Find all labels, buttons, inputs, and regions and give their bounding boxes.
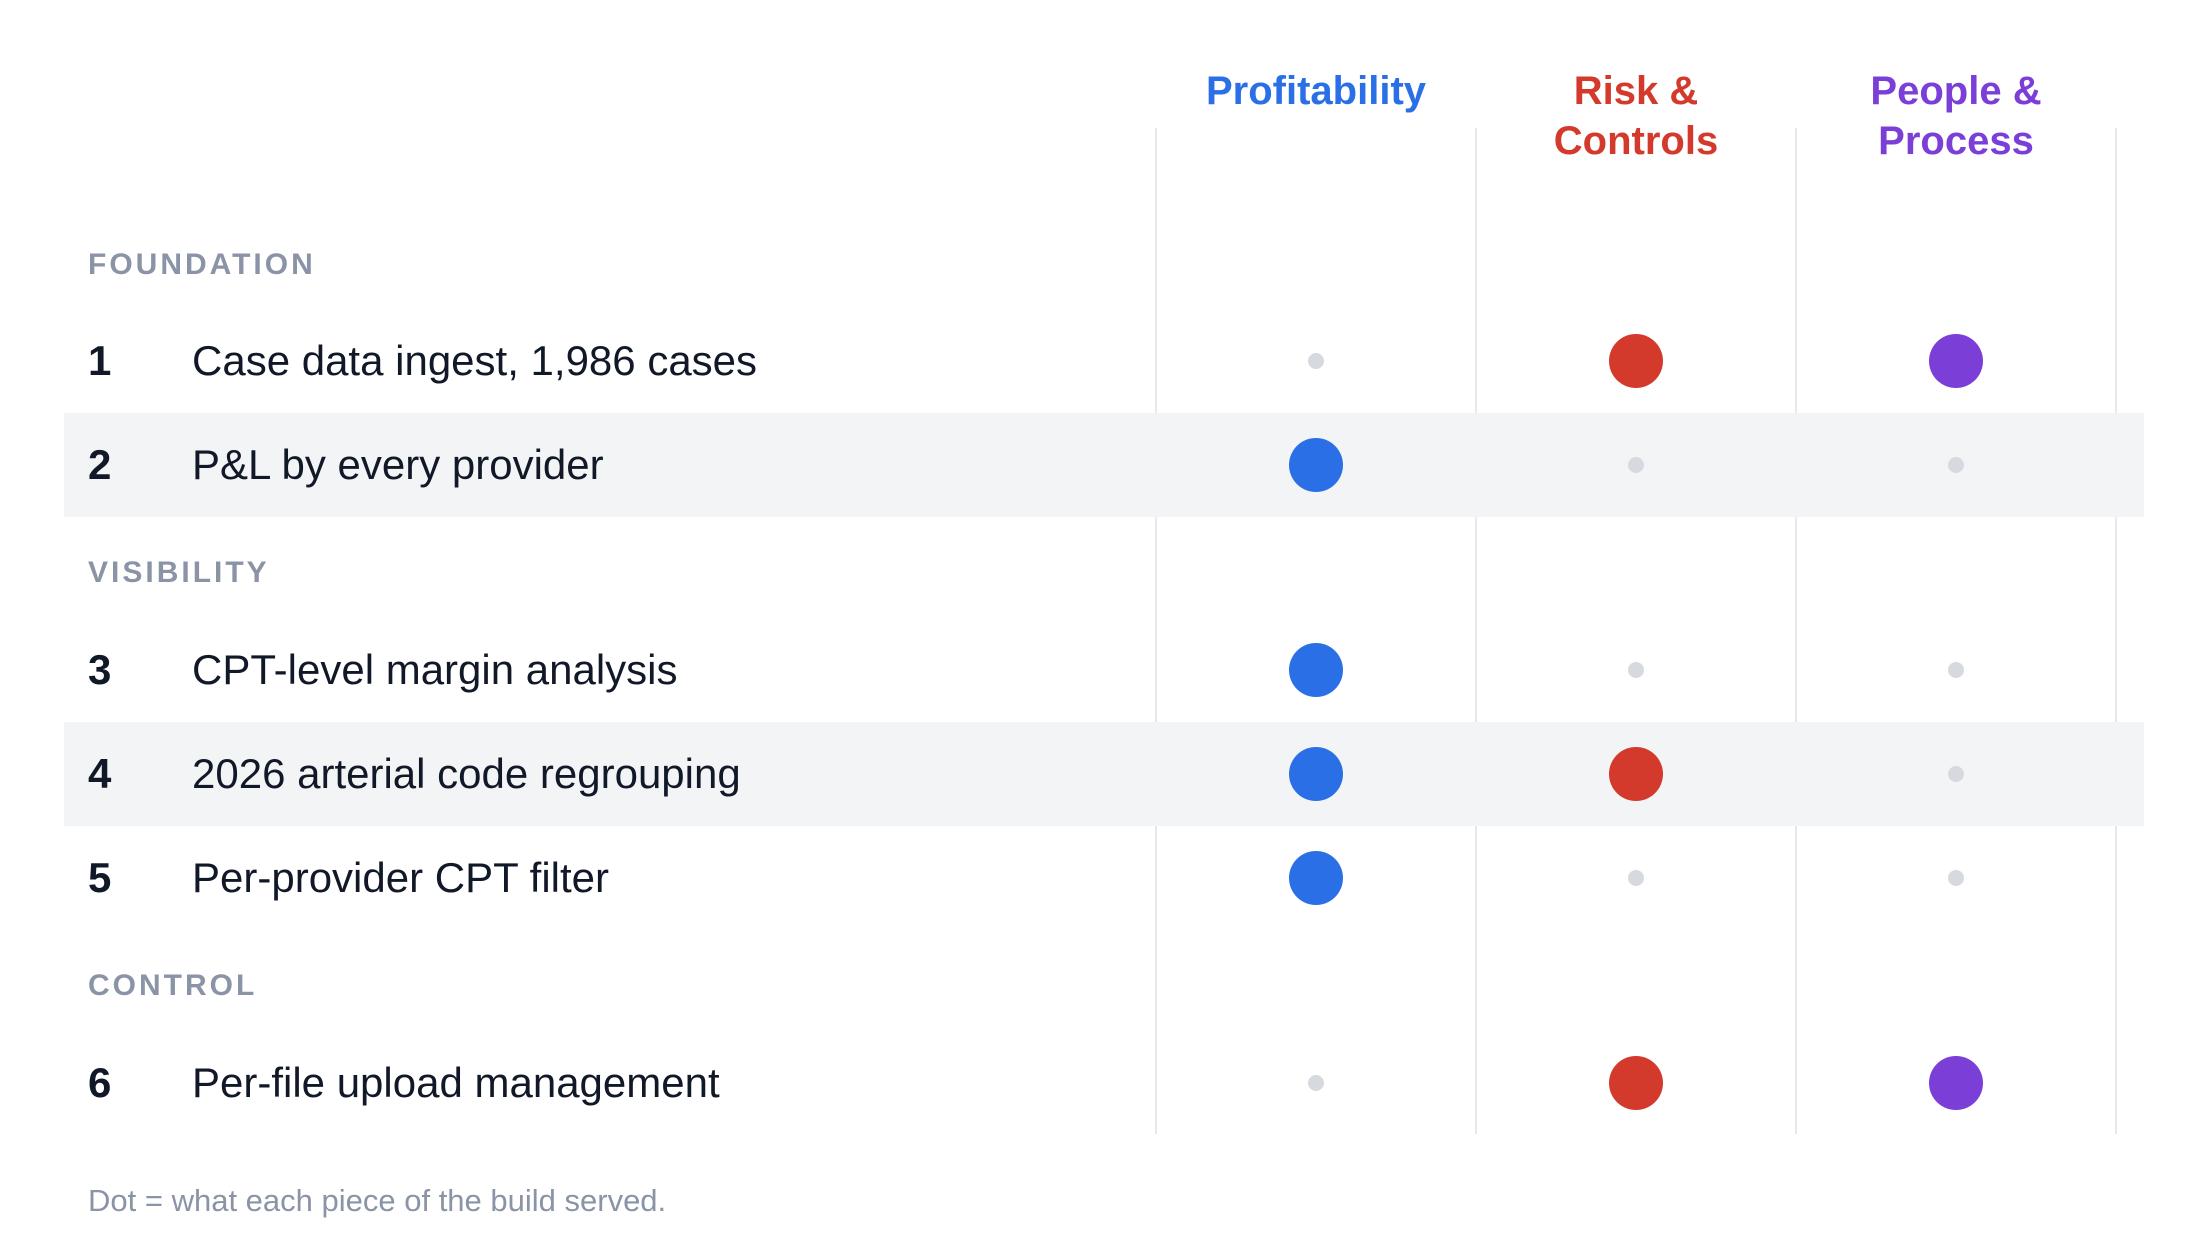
row-number: 3 — [88, 646, 112, 693]
empty-dot — [1308, 353, 1324, 369]
column-divider — [1475, 128, 1477, 1134]
row-label: 2026 arterial code regrouping — [192, 750, 741, 797]
matrix-row: 3 CPT-level margin analysis — [64, 618, 2144, 722]
matrix-row: 1 Case data ingest, 1,986 cases — [64, 309, 2144, 413]
section-label-foundation: FOUNDATION — [88, 248, 316, 281]
column-header-line1: Risk & — [1573, 69, 1699, 113]
served-dot — [1609, 747, 1663, 801]
column-header-people-process: People & Process — [1796, 66, 2116, 166]
row-number: 2 — [88, 441, 112, 488]
empty-dot — [1628, 662, 1644, 678]
empty-dot — [1628, 870, 1644, 886]
empty-dot — [1948, 457, 1964, 473]
row-label: Per-file upload management — [192, 1059, 720, 1106]
column-header-line2: Process — [1878, 119, 2034, 163]
empty-dot — [1308, 1075, 1324, 1091]
matrix-row: 6 Per-file upload management — [64, 1031, 2144, 1135]
row-number: 1 — [88, 337, 112, 384]
row-label: Case data ingest, 1,986 cases — [192, 337, 758, 384]
row-label: P&L by every provider — [192, 441, 604, 488]
served-dot — [1289, 438, 1343, 492]
served-dot — [1609, 1056, 1663, 1110]
column-header-risk-controls: Risk & Controls — [1476, 66, 1796, 166]
empty-dot — [1948, 766, 1964, 782]
column-divider — [1795, 128, 1797, 1134]
matrix-row: 4 2026 arterial code regrouping — [64, 722, 2144, 826]
row-label: CPT-level margin analysis — [192, 646, 678, 693]
column-divider — [2115, 128, 2117, 1134]
row-number: 6 — [88, 1059, 112, 1106]
row-number: 5 — [88, 854, 112, 901]
served-dot — [1929, 1056, 1983, 1110]
column-divider — [1155, 128, 1157, 1134]
served-dot — [1289, 851, 1343, 905]
column-header-line1: People & — [1870, 69, 2042, 113]
served-dot — [1289, 747, 1343, 801]
matrix-row: 2 P&L by every provider — [64, 413, 2144, 517]
matrix-row: 5 Per-provider CPT filter — [64, 826, 2144, 930]
row-label: Per-provider CPT filter — [192, 854, 610, 901]
empty-dot — [1948, 662, 1964, 678]
served-dot — [1609, 334, 1663, 388]
footnote: Dot = what each piece of the build serve… — [88, 1183, 667, 1218]
column-header-line2: Profitability — [1205, 69, 1427, 113]
served-dot — [1289, 643, 1343, 697]
column-header-profitability: Profitability — [1156, 66, 1476, 116]
empty-dot — [1628, 457, 1644, 473]
column-header-line2: Controls — [1553, 119, 1719, 163]
row-number: 4 — [88, 750, 112, 797]
empty-dot — [1948, 870, 1964, 886]
section-label-visibility: VISIBILITY — [88, 556, 270, 589]
section-label-control: CONTROL — [88, 969, 258, 1002]
served-dot — [1929, 334, 1983, 388]
